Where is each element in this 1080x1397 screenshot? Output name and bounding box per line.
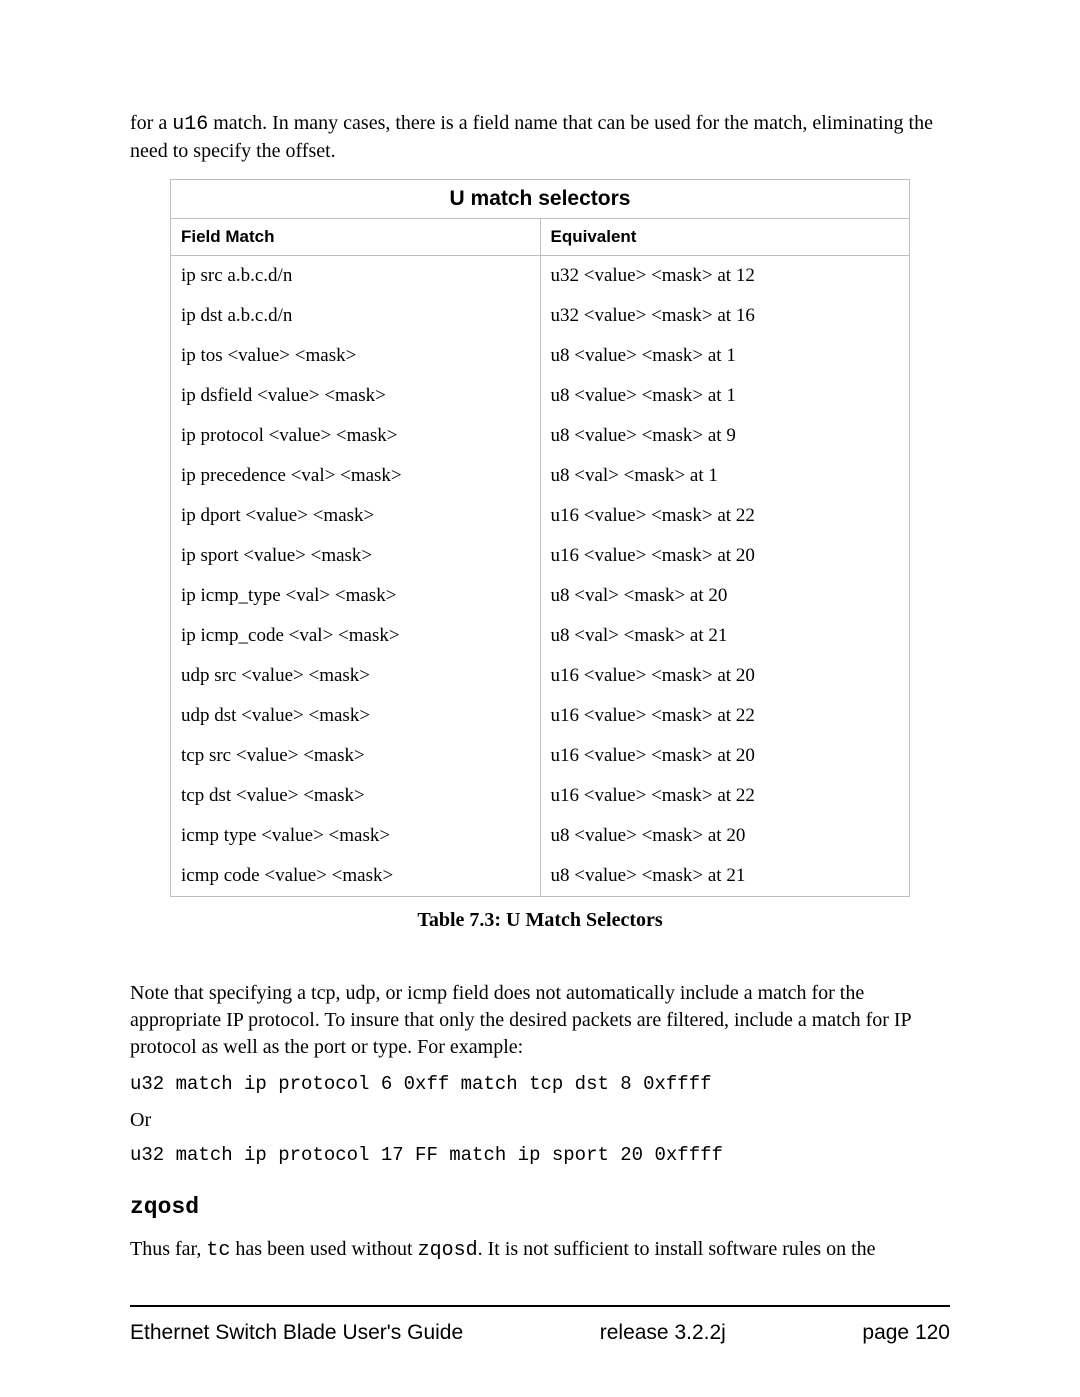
cell-equiv: u16 <value> <mask> at 22 [540,696,910,736]
table-row: ip dsfield <value> <mask>u8 <value> <mas… [171,376,910,416]
col-header-equiv: Equivalent [540,219,910,256]
match-selectors-table: U match selectors Field Match Equivalent… [170,179,910,897]
cell-field: icmp type <value> <mask> [171,816,541,856]
intro-post: match. In many cases, there is a field n… [130,112,933,162]
table-row: ip precedence <val> <mask>u8 <val> <mask… [171,456,910,496]
body-pre: Thus far, [130,1238,206,1260]
cell-equiv: u8 <value> <mask> at 21 [540,856,910,897]
table-title: U match selectors [171,180,910,219]
cell-field: ip icmp_type <val> <mask> [171,576,541,616]
table-row: tcp src <value> <mask>u16 <value> <mask>… [171,736,910,776]
table-row: icmp code <value> <mask>u8 <value> <mask… [171,856,910,897]
cell-equiv: u8 <val> <mask> at 20 [540,576,910,616]
table-row: ip tos <value> <mask>u8 <value> <mask> a… [171,336,910,376]
cell-equiv: u8 <value> <mask> at 1 [540,336,910,376]
table-row: udp src <value> <mask>u16 <value> <mask>… [171,656,910,696]
table-row: tcp dst <value> <mask>u16 <value> <mask>… [171,776,910,816]
body-c2: zqosd [418,1239,478,1262]
body-paragraph: Thus far, tc has been used without zqosd… [130,1236,950,1264]
table-row: ip sport <value> <mask>u16 <value> <mask… [171,536,910,576]
body-mid: has been used without [230,1238,417,1260]
table-row: ip dport <value> <mask>u16 <value> <mask… [171,496,910,536]
body-post: . It is not sufficient to install softwa… [478,1238,876,1260]
intro-pre: for a [130,112,172,134]
cell-equiv: u16 <value> <mask> at 20 [540,536,910,576]
code-example-1: u32 match ip protocol 6 0xff match tcp d… [130,1073,950,1095]
table-row: ip protocol <value> <mask>u8 <value> <ma… [171,416,910,456]
table-row: ip icmp_code <val> <mask>u8 <val> <mask>… [171,616,910,656]
cell-field: ip icmp_code <val> <mask> [171,616,541,656]
cell-field: ip dport <value> <mask> [171,496,541,536]
cell-equiv: u8 <val> <mask> at 21 [540,616,910,656]
cell-equiv: u16 <value> <mask> at 22 [540,776,910,816]
page-footer: Ethernet Switch Blade User's Guide relea… [130,1305,950,1345]
cell-field: tcp dst <value> <mask> [171,776,541,816]
cell-field: ip tos <value> <mask> [171,336,541,376]
footer-rule [130,1305,950,1307]
cell-field: icmp code <value> <mask> [171,856,541,897]
cell-field: ip src a.b.c.d/n [171,256,541,297]
cell-equiv: u16 <value> <mask> at 20 [540,736,910,776]
table-row: udp dst <value> <mask>u16 <value> <mask>… [171,696,910,736]
cell-equiv: u32 <value> <mask> at 16 [540,296,910,336]
cell-equiv: u8 <value> <mask> at 9 [540,416,910,456]
intro-code: u16 [172,113,208,136]
footer-right: page 120 [862,1321,950,1345]
code-example-2: u32 match ip protocol 17 FF match ip spo… [130,1144,950,1166]
or-text: Or [130,1109,950,1132]
table-row: icmp type <value> <mask>u8 <value> <mask… [171,816,910,856]
table-caption: Table 7.3: U Match Selectors [130,909,950,932]
cell-field: tcp src <value> <mask> [171,736,541,776]
cell-field: ip dst a.b.c.d/n [171,296,541,336]
table-row: ip icmp_type <val> <mask>u8 <val> <mask>… [171,576,910,616]
cell-field: udp src <value> <mask> [171,656,541,696]
cell-field: ip dsfield <value> <mask> [171,376,541,416]
cell-field: ip protocol <value> <mask> [171,416,541,456]
cell-equiv: u8 <value> <mask> at 20 [540,816,910,856]
note-paragraph: Note that specifying a tcp, udp, or icmp… [130,980,950,1061]
cell-equiv: u16 <value> <mask> at 22 [540,496,910,536]
footer-left: Ethernet Switch Blade User's Guide [130,1321,463,1345]
col-header-field: Field Match [171,219,541,256]
table-row: ip src a.b.c.d/nu32 <value> <mask> at 12 [171,256,910,297]
section-heading-zqosd: zqosd [130,1194,950,1220]
cell-equiv: u8 <val> <mask> at 1 [540,456,910,496]
intro-paragraph: for a u16 match. In many cases, there is… [130,110,950,165]
cell-equiv: u32 <value> <mask> at 12 [540,256,910,297]
cell-equiv: u8 <value> <mask> at 1 [540,376,910,416]
cell-field: ip precedence <val> <mask> [171,456,541,496]
table-row: ip dst a.b.c.d/nu32 <value> <mask> at 16 [171,296,910,336]
body-c1: tc [206,1239,230,1262]
cell-equiv: u16 <value> <mask> at 20 [540,656,910,696]
cell-field: udp dst <value> <mask> [171,696,541,736]
footer-mid: release 3.2.2j [600,1321,726,1345]
cell-field: ip sport <value> <mask> [171,536,541,576]
